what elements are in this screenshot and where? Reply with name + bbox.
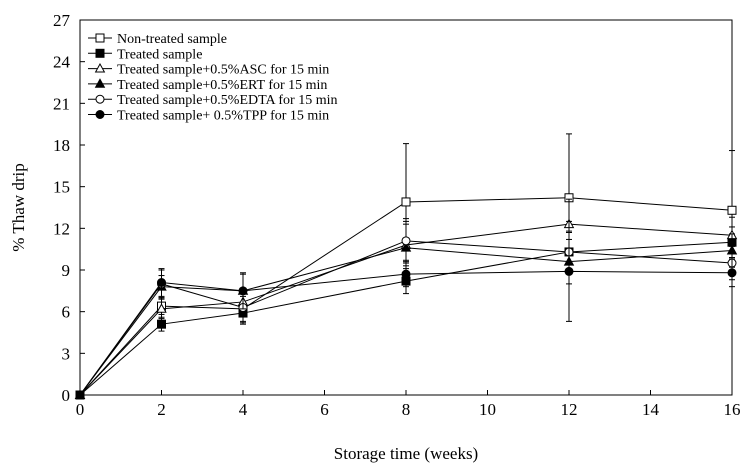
marker-triangle xyxy=(94,78,106,88)
y-tick-label: 15 xyxy=(53,178,70,197)
series-6 xyxy=(75,220,737,400)
y-axis-title: % Thaw drip xyxy=(9,163,28,251)
marker-square xyxy=(95,33,105,43)
legend-label: Treated sample+0.5%ERT for 15 min xyxy=(117,78,327,93)
marker-square xyxy=(727,205,737,215)
x-tick-label: 6 xyxy=(320,400,329,419)
x-tick-label: 16 xyxy=(724,400,741,419)
legend-item-6: Treated sample+ 0.5%TPP for 15 min xyxy=(88,109,329,124)
y-tick-label: 12 xyxy=(53,219,70,238)
marker-circle xyxy=(401,269,411,279)
series-5 xyxy=(75,218,737,400)
series-line xyxy=(79,247,733,396)
marker-circle xyxy=(157,278,166,287)
marker-circle xyxy=(95,110,105,119)
x-tick-label: 4 xyxy=(239,400,248,419)
y-tick-label: 21 xyxy=(53,94,70,113)
marker-triangle xyxy=(94,62,106,73)
x-tick-label: 12 xyxy=(561,400,578,419)
marker-circle xyxy=(564,266,574,276)
legend-item-5: Treated sample+0.5%EDTA for 15 min xyxy=(88,93,338,108)
y-tick-label: 18 xyxy=(53,136,70,155)
marker-circle xyxy=(95,94,105,104)
legend-label: Treated sample+0.5%ASC for 15 min xyxy=(117,63,329,78)
legend-item-2: Treated sample xyxy=(88,47,202,62)
y-tick-label: 3 xyxy=(62,344,71,363)
marker-square xyxy=(401,197,411,207)
legend-item-4: Treated sample+0.5%ERT for 15 min xyxy=(88,78,327,93)
marker-triangle xyxy=(156,303,167,313)
series-line xyxy=(79,270,733,396)
x-axis: 0 2 4 6 8 10 12 14 16 xyxy=(76,390,741,419)
series-line xyxy=(79,240,733,396)
x-tick-label: 10 xyxy=(479,400,496,419)
legend-label: Treated sample+0.5%EDTA for 15 min xyxy=(117,93,338,108)
marker-square xyxy=(95,48,105,58)
x-axis-title: Storage time (weeks) xyxy=(334,444,478,463)
y-tick-label: 24 xyxy=(53,53,71,72)
y-tick-label: 6 xyxy=(62,303,71,322)
legend-label: Non-treated sample xyxy=(117,32,227,47)
legend-item-1: Non-treated sample xyxy=(88,32,227,47)
y-tick-label: 27 xyxy=(53,11,71,30)
y-tick-label: 0 xyxy=(62,386,71,405)
series-line xyxy=(79,197,733,396)
y-tick-label: 9 xyxy=(62,261,71,280)
marker-circle xyxy=(727,268,737,278)
marker-circle xyxy=(401,236,411,246)
y-axis: 0 3 6 9 12 15 18 21 24 27 xyxy=(53,11,85,405)
series-line xyxy=(79,241,733,396)
marker-circle xyxy=(75,390,85,400)
marker-circle xyxy=(238,286,248,296)
legend-item-3: Treated sample+0.5%ASC for 15 min xyxy=(88,63,329,78)
legend-label: Treated sample xyxy=(117,47,202,62)
x-tick-label: 2 xyxy=(157,400,166,419)
series-layer xyxy=(74,133,738,400)
marker-square xyxy=(157,319,166,329)
legend-label: Treated sample+ 0.5%TPP for 15 min xyxy=(117,109,329,124)
x-tick-label: 8 xyxy=(402,400,411,419)
series-line xyxy=(79,223,733,396)
x-tick-label: 0 xyxy=(76,400,85,419)
x-tick-label: 14 xyxy=(642,400,660,419)
